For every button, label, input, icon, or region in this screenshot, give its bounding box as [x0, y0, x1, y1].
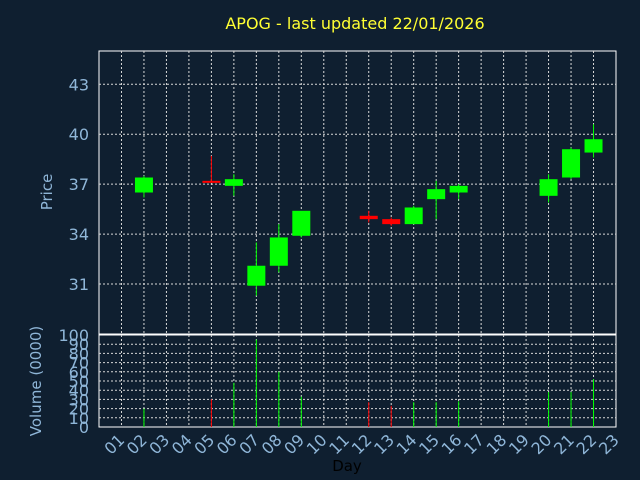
volume-y-tick: 80 [69, 344, 89, 363]
candle-15 [427, 180, 446, 220]
price-y-tick: 37 [69, 175, 89, 194]
x-tick: 23 [595, 430, 623, 458]
candle-body [247, 265, 266, 286]
candle-body [202, 180, 221, 183]
volume-y-tick: 10 [69, 409, 89, 428]
volume-y-tick: 20 [69, 400, 89, 419]
candle-body [449, 185, 468, 193]
candle-13 [382, 217, 401, 226]
candle-20 [539, 174, 558, 203]
price-y-tick: 31 [69, 275, 89, 294]
candle-05 [202, 155, 221, 183]
candle-body [539, 179, 558, 196]
volume-y-tick: 40 [69, 381, 89, 400]
candle-09 [292, 210, 311, 238]
candle-06 [224, 174, 243, 196]
candle-body [382, 219, 401, 225]
candle-body [269, 237, 288, 266]
candle-body [224, 179, 243, 186]
chart-title: APOG - last updated 22/01/2026 [225, 14, 484, 33]
candles [134, 124, 603, 296]
x-ticks: 0102030405060708091011121314151617181920… [100, 430, 622, 458]
candle-body [292, 210, 311, 236]
candle-12 [359, 210, 378, 223]
price-y-ticks: 31 34 37 40 43 [69, 75, 89, 294]
x-axis-label: Day [332, 457, 362, 475]
candle-22 [584, 124, 603, 158]
volume-y-tick: 60 [69, 363, 89, 382]
candle-07 [247, 242, 266, 296]
price-panel: 31 34 37 40 43 Price [38, 50, 617, 335]
candle-02 [134, 175, 153, 198]
volume-y-tick: 30 [69, 390, 89, 409]
price-y-tick: 40 [69, 125, 89, 144]
candle-body [427, 189, 446, 200]
volume-y-tick: 70 [69, 354, 89, 373]
price-frame [98, 50, 617, 335]
volume-y-tick: 50 [69, 372, 89, 391]
volume-axis-label: Volume (0000) [27, 326, 45, 436]
candle-body [584, 139, 603, 153]
price-grid [99, 51, 616, 334]
volume-y-tick: 90 [69, 335, 89, 354]
price-axis-label: Price [38, 174, 56, 211]
volume-y-tick: 0 [79, 418, 89, 437]
price-y-tick: 43 [69, 75, 89, 94]
volume-y-tick: 100 [58, 326, 89, 345]
volume-bars [143, 339, 595, 427]
candle-14 [404, 205, 423, 225]
candle-body [134, 177, 153, 193]
candle-body [562, 149, 581, 178]
candle-16 [449, 184, 468, 200]
candle-08 [269, 224, 288, 273]
price-y-tick: 34 [69, 225, 89, 244]
candle-body [404, 207, 423, 225]
volume-grid [99, 335, 616, 427]
candle-21 [562, 147, 581, 180]
candle-body [359, 215, 378, 220]
